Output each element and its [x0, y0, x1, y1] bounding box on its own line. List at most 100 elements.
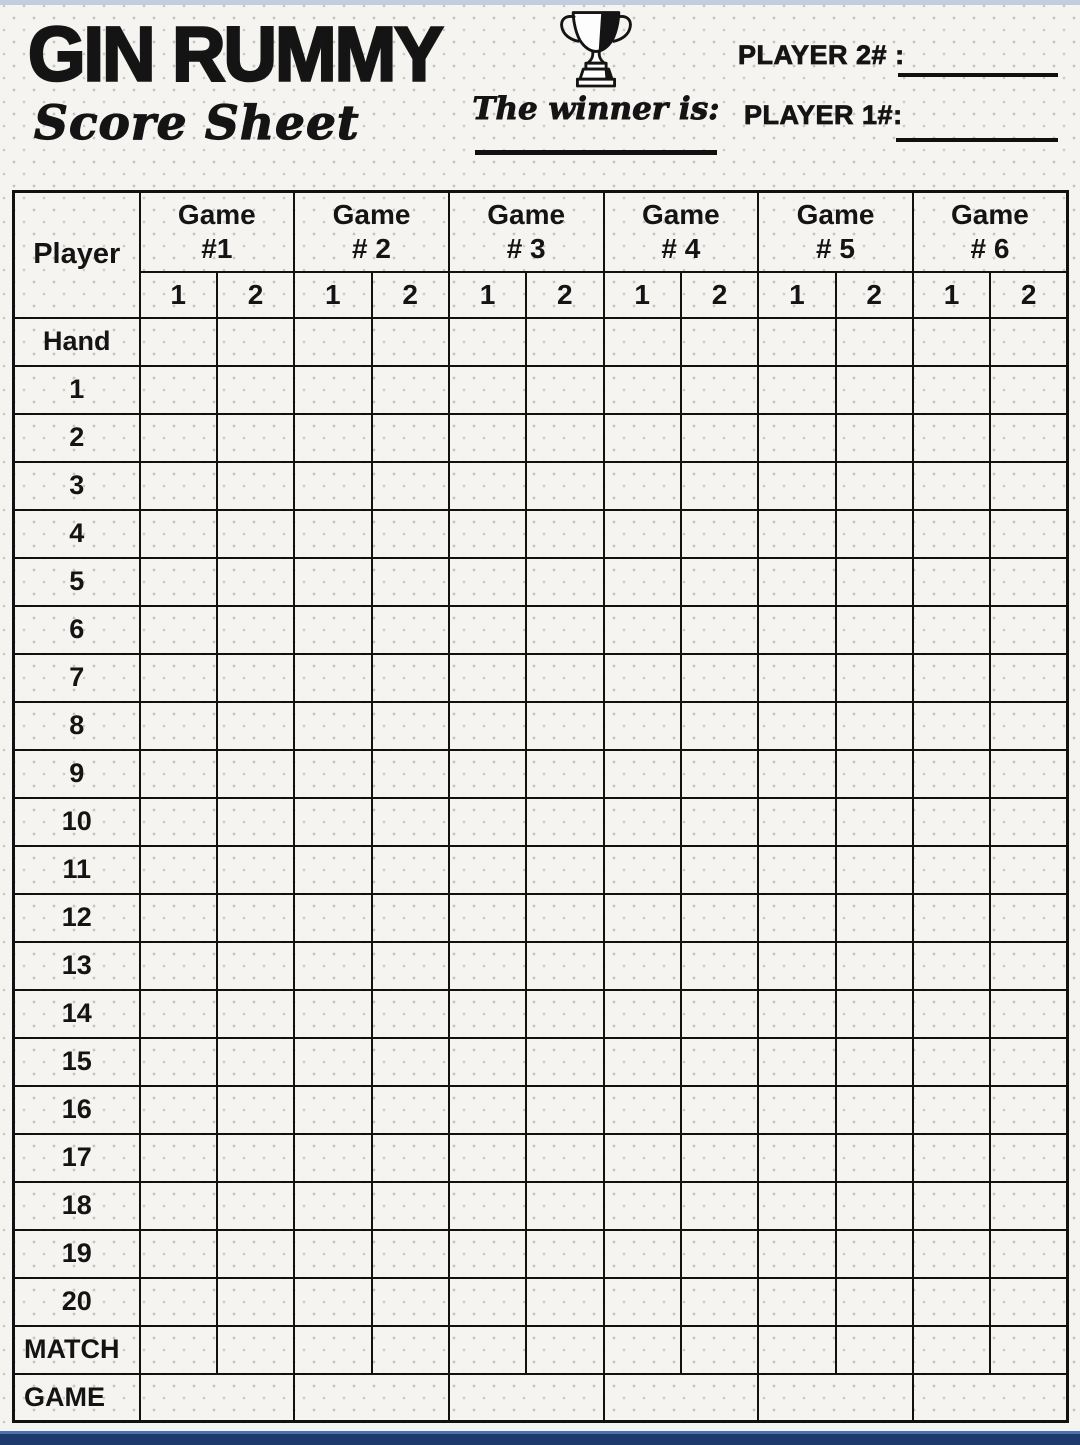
score-cell[interactable]: [911, 892, 992, 943]
score-cell[interactable]: [989, 508, 1069, 559]
score-cell[interactable]: [138, 604, 218, 655]
score-cell[interactable]: [834, 412, 914, 463]
score-cell[interactable]: [602, 1324, 682, 1375]
score-cell[interactable]: [447, 748, 528, 799]
score-cell[interactable]: [989, 556, 1069, 607]
score-cell[interactable]: [370, 892, 450, 943]
score-cell[interactable]: [757, 1180, 837, 1231]
score-cell[interactable]: [447, 1228, 528, 1279]
score-cell[interactable]: [679, 844, 760, 895]
score-cell[interactable]: [293, 748, 373, 799]
score-cell[interactable]: [679, 1132, 760, 1183]
score-cell[interactable]: [602, 700, 682, 751]
score-cell[interactable]: [834, 1228, 914, 1279]
score-cell[interactable]: [138, 364, 218, 415]
score-cell[interactable]: [138, 892, 218, 943]
game-total-cell[interactable]: [293, 1372, 450, 1423]
score-cell[interactable]: [215, 700, 296, 751]
player1-name-line[interactable]: [896, 138, 1058, 142]
score-cell[interactable]: [138, 412, 218, 463]
score-cell[interactable]: [679, 412, 760, 463]
score-cell[interactable]: [525, 460, 605, 511]
score-cell[interactable]: [679, 1276, 760, 1327]
score-cell[interactable]: [834, 316, 914, 367]
score-cell[interactable]: [757, 508, 837, 559]
score-cell[interactable]: [834, 460, 914, 511]
score-cell[interactable]: [602, 988, 682, 1039]
score-cell[interactable]: [989, 1132, 1069, 1183]
score-cell[interactable]: [911, 1180, 992, 1231]
score-cell[interactable]: [293, 1228, 373, 1279]
score-cell[interactable]: [525, 316, 605, 367]
score-cell[interactable]: [215, 652, 296, 703]
score-cell[interactable]: [525, 1276, 605, 1327]
score-cell[interactable]: [370, 1180, 450, 1231]
score-cell[interactable]: [834, 1036, 914, 1087]
score-cell[interactable]: [911, 1276, 992, 1327]
score-cell[interactable]: [215, 1276, 296, 1327]
score-cell[interactable]: [138, 844, 218, 895]
score-cell[interactable]: [834, 940, 914, 991]
score-cell[interactable]: [447, 700, 528, 751]
score-cell[interactable]: [370, 940, 450, 991]
score-cell[interactable]: [911, 1084, 992, 1135]
score-cell[interactable]: [215, 1228, 296, 1279]
score-cell[interactable]: [525, 940, 605, 991]
score-cell[interactable]: [293, 508, 373, 559]
winner-name-line[interactable]: [475, 150, 717, 155]
score-cell[interactable]: [138, 1036, 218, 1087]
score-cell[interactable]: [525, 988, 605, 1039]
score-cell[interactable]: [370, 460, 450, 511]
score-cell[interactable]: [834, 556, 914, 607]
score-cell[interactable]: [989, 1084, 1069, 1135]
score-cell[interactable]: [679, 460, 760, 511]
score-cell[interactable]: [757, 1036, 837, 1087]
score-cell[interactable]: [757, 412, 837, 463]
score-cell[interactable]: [989, 652, 1069, 703]
score-cell[interactable]: [757, 364, 837, 415]
score-cell[interactable]: [293, 1180, 373, 1231]
score-cell[interactable]: [602, 604, 682, 655]
score-cell[interactable]: [834, 652, 914, 703]
score-cell[interactable]: [679, 1036, 760, 1087]
score-cell[interactable]: [757, 1228, 837, 1279]
score-cell[interactable]: [215, 412, 296, 463]
score-cell[interactable]: [602, 796, 682, 847]
score-cell[interactable]: [447, 1084, 528, 1135]
score-cell[interactable]: [602, 316, 682, 367]
score-cell[interactable]: [215, 364, 296, 415]
score-cell[interactable]: [602, 1276, 682, 1327]
score-cell[interactable]: [911, 652, 992, 703]
score-cell[interactable]: [602, 412, 682, 463]
score-cell[interactable]: [757, 844, 837, 895]
score-cell[interactable]: [293, 604, 373, 655]
score-cell[interactable]: [679, 652, 760, 703]
score-cell[interactable]: [834, 700, 914, 751]
score-cell[interactable]: [602, 1132, 682, 1183]
score-cell[interactable]: [602, 1228, 682, 1279]
score-cell[interactable]: [989, 940, 1069, 991]
score-cell[interactable]: [370, 988, 450, 1039]
score-cell[interactable]: [602, 892, 682, 943]
score-cell[interactable]: [215, 316, 296, 367]
game-total-cell[interactable]: [138, 1372, 296, 1423]
score-cell[interactable]: [679, 508, 760, 559]
score-cell[interactable]: [138, 748, 218, 799]
player2-name-line[interactable]: [898, 73, 1058, 77]
score-cell[interactable]: [989, 748, 1069, 799]
score-cell[interactable]: [215, 1084, 296, 1135]
score-cell[interactable]: [293, 364, 373, 415]
score-cell[interactable]: [911, 460, 992, 511]
score-cell[interactable]: [679, 1180, 760, 1231]
score-cell[interactable]: [525, 412, 605, 463]
game-total-cell[interactable]: [911, 1372, 1069, 1423]
score-cell[interactable]: [602, 844, 682, 895]
score-cell[interactable]: [370, 844, 450, 895]
score-cell[interactable]: [757, 748, 837, 799]
score-cell[interactable]: [679, 940, 760, 991]
score-cell[interactable]: [679, 700, 760, 751]
score-cell[interactable]: [525, 652, 605, 703]
score-cell[interactable]: [293, 556, 373, 607]
score-cell[interactable]: [679, 1228, 760, 1279]
score-cell[interactable]: [757, 460, 837, 511]
